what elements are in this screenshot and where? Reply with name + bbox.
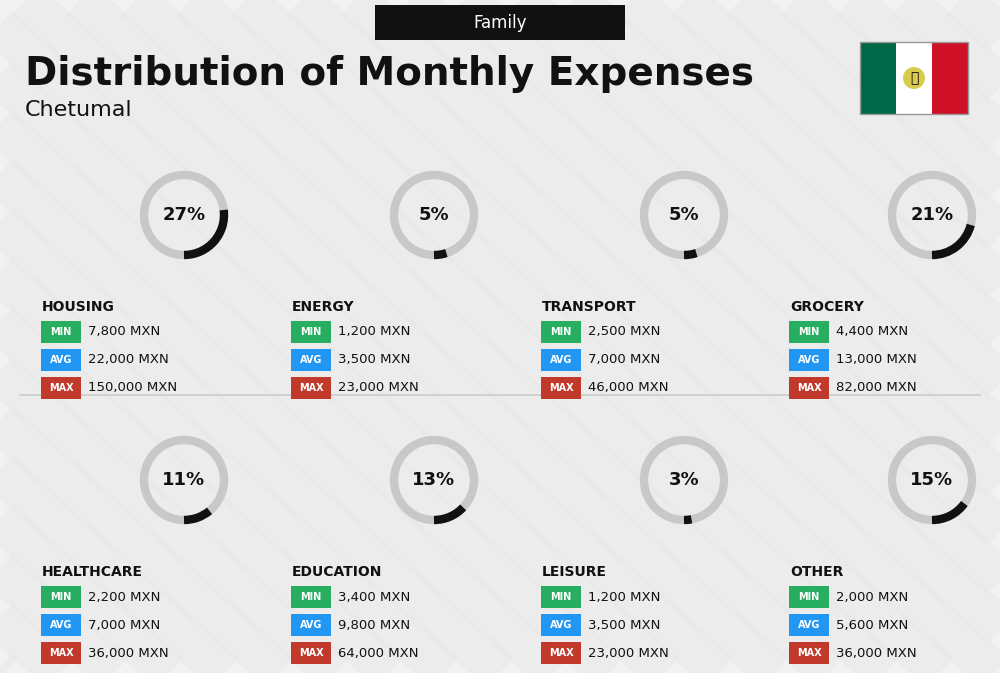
FancyBboxPatch shape: [41, 349, 81, 371]
FancyBboxPatch shape: [789, 614, 829, 636]
Text: 5,600 MXN: 5,600 MXN: [836, 618, 908, 631]
Text: MIN: MIN: [300, 592, 322, 602]
Text: MIN: MIN: [550, 592, 572, 602]
Text: 21%: 21%: [910, 206, 954, 224]
Text: AVG: AVG: [300, 355, 322, 365]
Text: 2,200 MXN: 2,200 MXN: [88, 590, 160, 604]
Text: MIN: MIN: [300, 327, 322, 337]
Text: 23,000 MXN: 23,000 MXN: [588, 647, 669, 660]
Text: 7,000 MXN: 7,000 MXN: [88, 618, 160, 631]
Text: 7,800 MXN: 7,800 MXN: [88, 326, 160, 339]
FancyBboxPatch shape: [789, 349, 829, 371]
Text: HOUSING: HOUSING: [42, 300, 115, 314]
Text: HEALTHCARE: HEALTHCARE: [42, 565, 143, 579]
FancyBboxPatch shape: [541, 614, 581, 636]
Text: ENERGY: ENERGY: [292, 300, 355, 314]
Text: MAX: MAX: [549, 383, 573, 393]
FancyBboxPatch shape: [291, 349, 331, 371]
Text: 36,000 MXN: 36,000 MXN: [836, 647, 917, 660]
FancyBboxPatch shape: [375, 5, 625, 40]
FancyBboxPatch shape: [291, 321, 331, 343]
Text: MIN: MIN: [50, 327, 72, 337]
Text: Distribution of Monthly Expenses: Distribution of Monthly Expenses: [25, 55, 754, 93]
Text: 5%: 5%: [419, 206, 449, 224]
FancyBboxPatch shape: [789, 321, 829, 343]
Circle shape: [903, 67, 925, 89]
Text: MIN: MIN: [50, 592, 72, 602]
Text: 46,000 MXN: 46,000 MXN: [588, 382, 668, 394]
FancyBboxPatch shape: [41, 321, 81, 343]
FancyBboxPatch shape: [896, 42, 932, 114]
FancyBboxPatch shape: [41, 642, 81, 664]
Text: 64,000 MXN: 64,000 MXN: [338, 647, 418, 660]
Text: MAX: MAX: [49, 648, 73, 658]
FancyBboxPatch shape: [291, 586, 331, 608]
Text: 3,500 MXN: 3,500 MXN: [338, 353, 410, 367]
Text: 9,800 MXN: 9,800 MXN: [338, 618, 410, 631]
FancyBboxPatch shape: [291, 614, 331, 636]
Text: MIN: MIN: [798, 592, 820, 602]
Text: Chetumal: Chetumal: [25, 100, 133, 120]
Text: 150,000 MXN: 150,000 MXN: [88, 382, 177, 394]
Text: 7,000 MXN: 7,000 MXN: [588, 353, 660, 367]
Text: MAX: MAX: [797, 648, 821, 658]
Text: AVG: AVG: [300, 620, 322, 630]
Text: 3%: 3%: [669, 471, 699, 489]
Text: 1,200 MXN: 1,200 MXN: [588, 590, 660, 604]
Text: 1,200 MXN: 1,200 MXN: [338, 326, 410, 339]
FancyBboxPatch shape: [932, 42, 968, 114]
Text: LEISURE: LEISURE: [542, 565, 607, 579]
Text: 🦅: 🦅: [910, 71, 918, 85]
FancyBboxPatch shape: [541, 586, 581, 608]
Text: 11%: 11%: [162, 471, 206, 489]
Text: AVG: AVG: [798, 620, 820, 630]
FancyBboxPatch shape: [541, 321, 581, 343]
Text: MAX: MAX: [299, 648, 323, 658]
FancyBboxPatch shape: [41, 586, 81, 608]
Text: Family: Family: [473, 13, 527, 32]
Text: 23,000 MXN: 23,000 MXN: [338, 382, 419, 394]
Text: AVG: AVG: [50, 620, 72, 630]
Text: 27%: 27%: [162, 206, 206, 224]
Text: EDUCATION: EDUCATION: [292, 565, 382, 579]
Text: 15%: 15%: [910, 471, 954, 489]
Text: 4,400 MXN: 4,400 MXN: [836, 326, 908, 339]
Text: GROCERY: GROCERY: [790, 300, 864, 314]
Text: AVG: AVG: [50, 355, 72, 365]
FancyBboxPatch shape: [789, 586, 829, 608]
Text: 82,000 MXN: 82,000 MXN: [836, 382, 917, 394]
Text: MIN: MIN: [550, 327, 572, 337]
Text: AVG: AVG: [798, 355, 820, 365]
Text: MAX: MAX: [299, 383, 323, 393]
FancyBboxPatch shape: [41, 377, 81, 399]
FancyBboxPatch shape: [291, 642, 331, 664]
Text: AVG: AVG: [550, 355, 572, 365]
FancyBboxPatch shape: [541, 642, 581, 664]
Text: AVG: AVG: [550, 620, 572, 630]
FancyBboxPatch shape: [541, 377, 581, 399]
Text: 13,000 MXN: 13,000 MXN: [836, 353, 917, 367]
Text: 13%: 13%: [412, 471, 456, 489]
Text: 36,000 MXN: 36,000 MXN: [88, 647, 169, 660]
FancyBboxPatch shape: [789, 377, 829, 399]
FancyBboxPatch shape: [41, 614, 81, 636]
Text: TRANSPORT: TRANSPORT: [542, 300, 637, 314]
FancyBboxPatch shape: [789, 642, 829, 664]
FancyBboxPatch shape: [860, 42, 896, 114]
Text: 22,000 MXN: 22,000 MXN: [88, 353, 169, 367]
FancyBboxPatch shape: [541, 349, 581, 371]
FancyBboxPatch shape: [291, 377, 331, 399]
Text: 3,500 MXN: 3,500 MXN: [588, 618, 660, 631]
Text: MAX: MAX: [49, 383, 73, 393]
Text: MAX: MAX: [797, 383, 821, 393]
Text: OTHER: OTHER: [790, 565, 843, 579]
Text: 2,000 MXN: 2,000 MXN: [836, 590, 908, 604]
Text: 3,400 MXN: 3,400 MXN: [338, 590, 410, 604]
Text: 2,500 MXN: 2,500 MXN: [588, 326, 660, 339]
Text: 5%: 5%: [669, 206, 699, 224]
Text: MIN: MIN: [798, 327, 820, 337]
Text: MAX: MAX: [549, 648, 573, 658]
